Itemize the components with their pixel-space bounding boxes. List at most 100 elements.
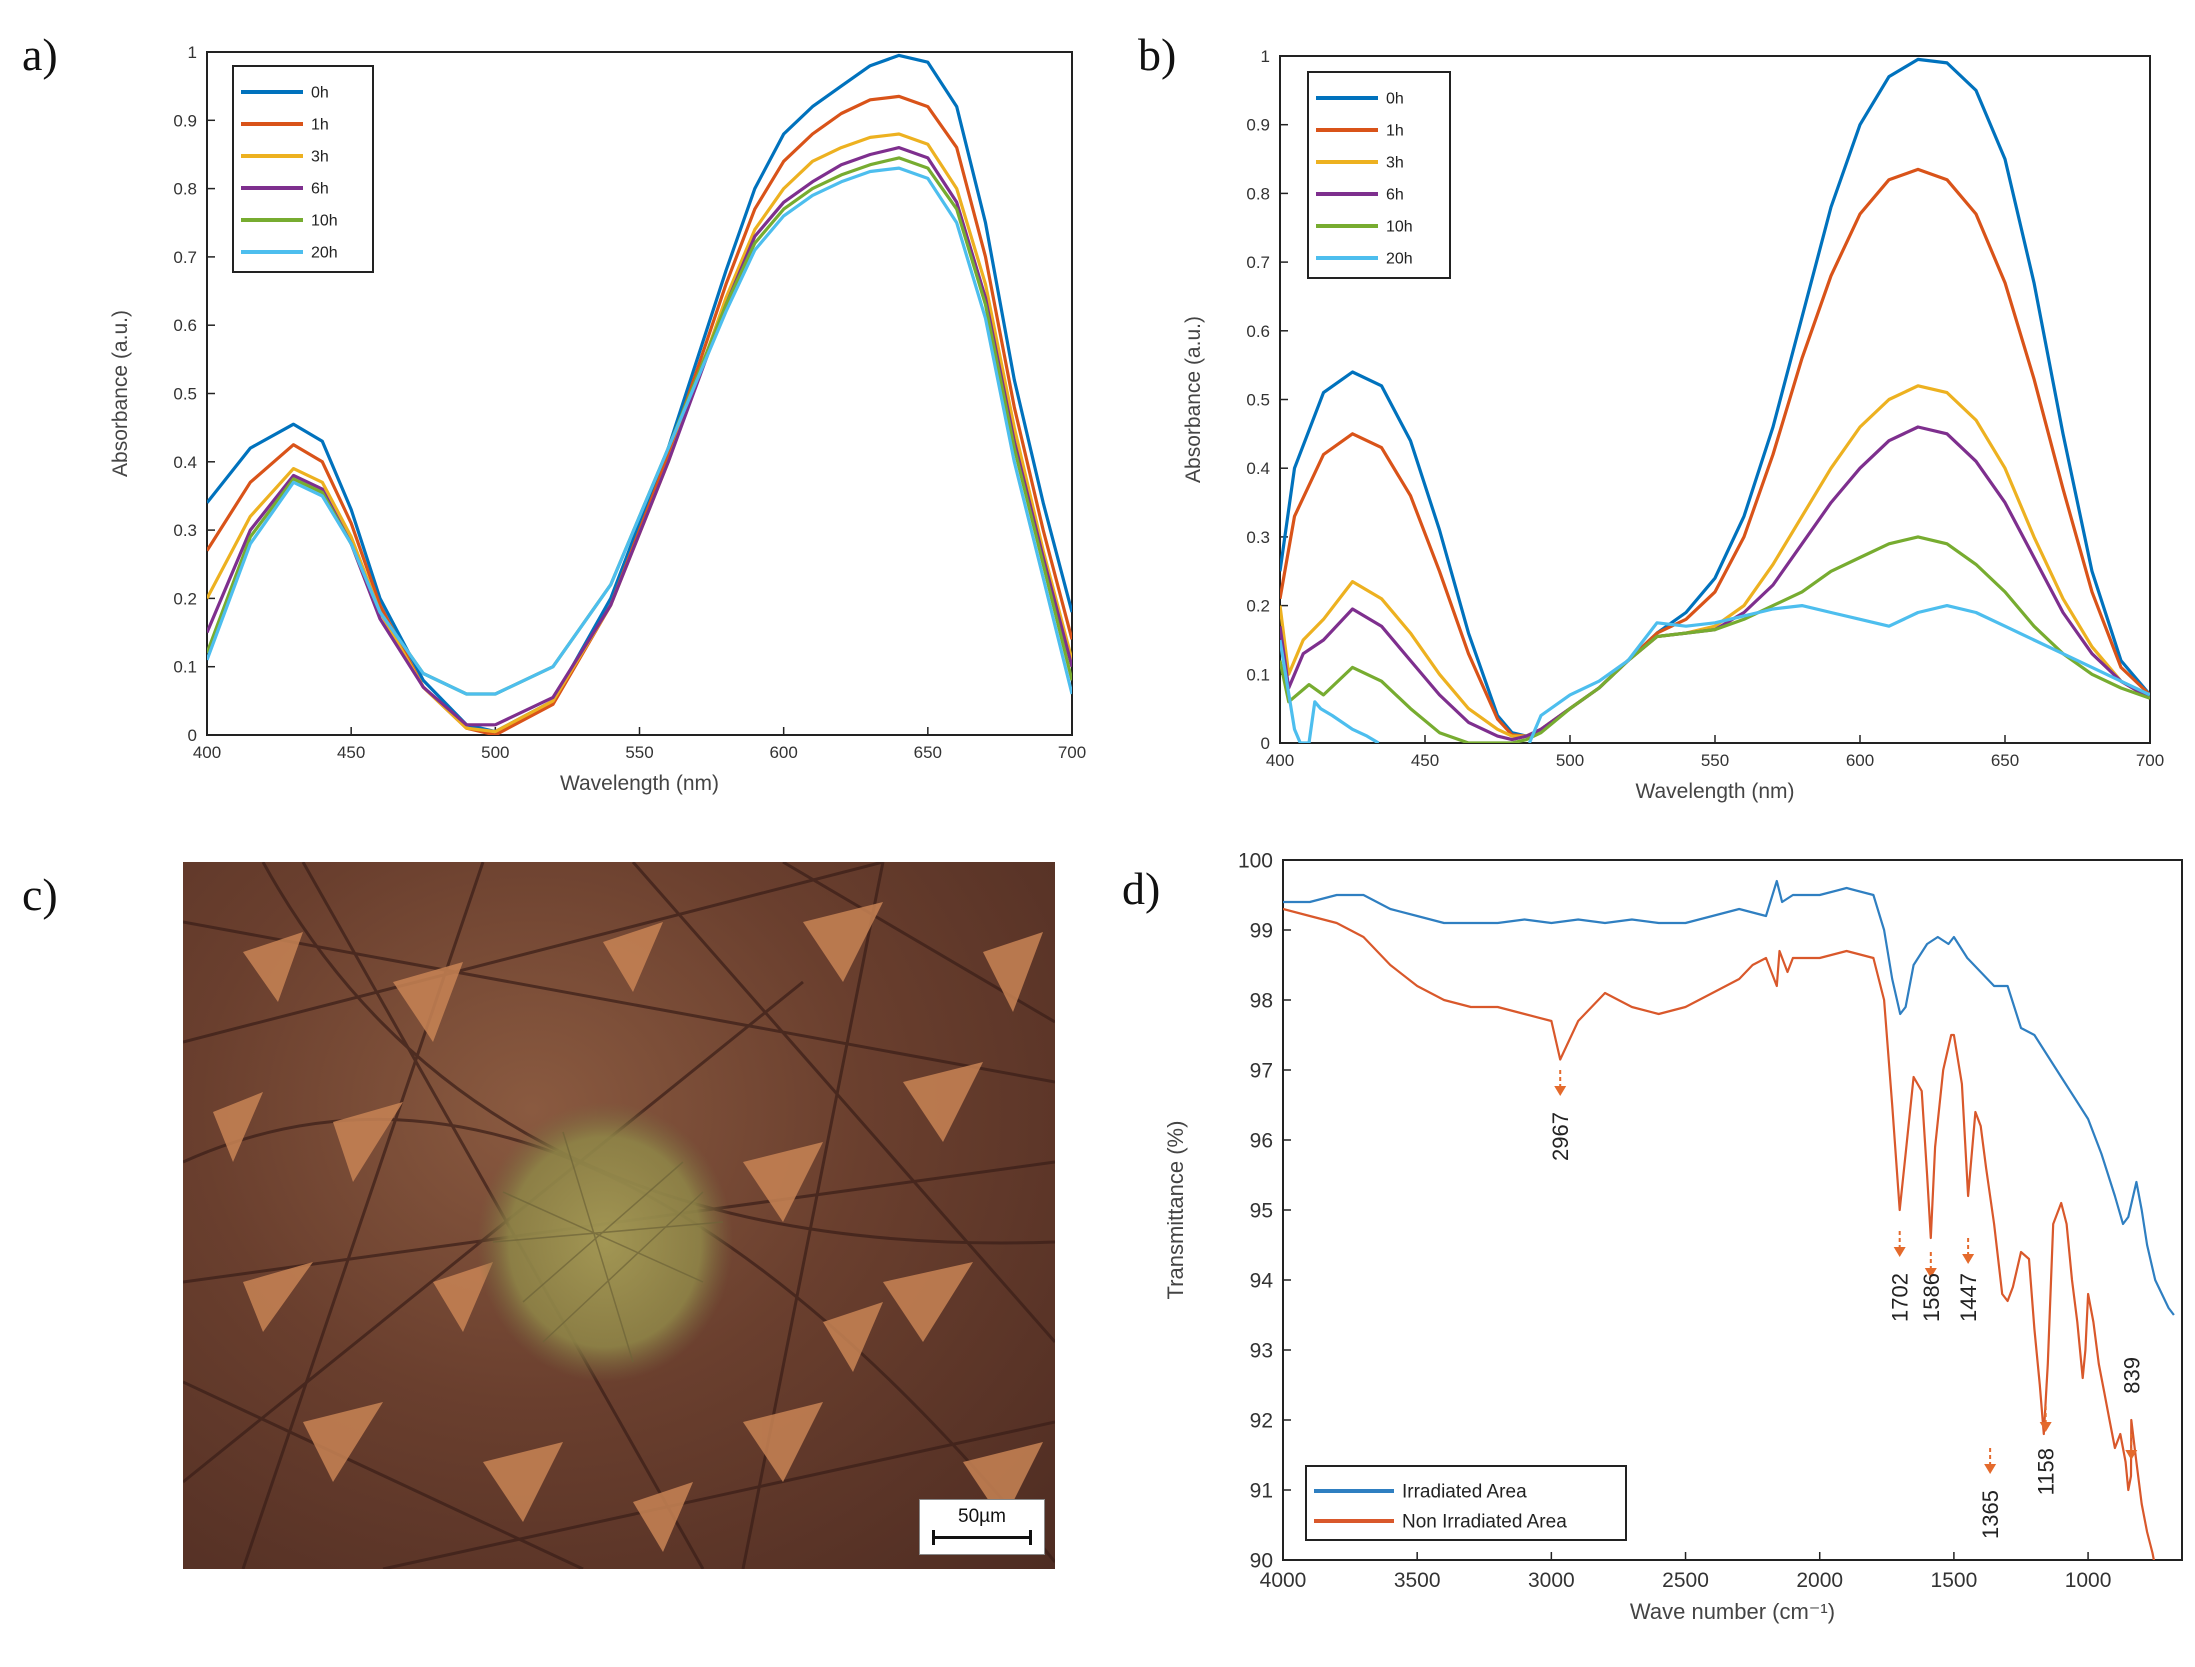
y-axis-label: Transmittance (%) [1163, 1121, 1188, 1300]
y-tick-label: 0.8 [173, 180, 197, 199]
y-tick-label: 92 [1250, 1409, 1273, 1432]
y-tick-label: 0.7 [1246, 253, 1270, 272]
series-line-3h [207, 132, 1072, 734]
peak-annotation-label: 1447 [1956, 1273, 1981, 1322]
legend-label: 20h [311, 245, 338, 262]
y-tick-label: 93 [1250, 1339, 1273, 1362]
y-tick-label: 0.5 [1246, 390, 1270, 409]
x-tick-label: 550 [1701, 751, 1729, 770]
y-tick-label: 0.2 [173, 589, 197, 608]
absorbance-chart-a: 400 450 500 550 600 650 700 0 0.1 0.2 0.3 0.4 0.5 0.6… [109, 43, 1086, 795]
legend-box [1307, 71, 1451, 279]
series-line-non-irradiated-area [1283, 907, 2155, 1560]
peak-annotation-label: 2967 [1548, 1112, 1573, 1161]
y-tick-label: 0.3 [1246, 528, 1270, 547]
x-tick-label: 2000 [1796, 1569, 1843, 1592]
series-line-0h [1280, 57, 2150, 738]
peak-marker-arrow [2125, 1450, 2138, 1460]
y-tick-label: 96 [1250, 1129, 1273, 1152]
y-tick-label: 1 [1261, 47, 1270, 66]
x-tick-label: 3000 [1528, 1569, 1575, 1592]
x-tick-label: 600 [1846, 751, 1874, 770]
y-tick-label: 0.9 [1246, 116, 1270, 135]
y-tick-label: 91 [1250, 1479, 1273, 1502]
series-line-1h [207, 94, 1072, 735]
peak-marker-arrow [1962, 1254, 1975, 1264]
y-tick-label: 0.1 [173, 658, 197, 677]
legend-box [232, 65, 374, 273]
scale-bar-line [932, 1530, 1032, 1545]
y-axis-label: Absorbance (a.u.) [1182, 316, 1205, 483]
x-axis-label: Wavelength (nm) [560, 772, 719, 795]
legend-label: 6h [1386, 187, 1404, 204]
y-tick-label: 0.4 [1246, 459, 1270, 478]
y-tick-label: 95 [1250, 1199, 1273, 1222]
y-tick-label: 1 [188, 43, 197, 62]
series-line-irradiated-area [1283, 879, 2175, 1316]
x-tick-label: 400 [1266, 751, 1294, 770]
y-tick-label: 99 [1250, 919, 1273, 942]
y-axis-label: Absorbance (a.u.) [109, 310, 132, 477]
x-tick-label: 3500 [1394, 1569, 1441, 1592]
scale-bar: 50µm [919, 1499, 1045, 1555]
peak-marker-arrow [2039, 1422, 2052, 1432]
micrograph-image: 50µm [183, 862, 1055, 1569]
x-tick-label: 1500 [1931, 1569, 1978, 1592]
panel-label-d: d) [1122, 863, 1161, 914]
series-line-20h-part2 [1527, 603, 2150, 743]
x-tick-label: 500 [481, 743, 509, 762]
x-tick-label: 1000 [2065, 1569, 2112, 1592]
x-tick-label: 550 [625, 743, 653, 762]
legend-label: 0h [1386, 91, 1404, 108]
series-line-10h [1280, 535, 2150, 743]
y-tick-label: 97 [1250, 1059, 1273, 1082]
peak-annotation-label: 1586 [1919, 1273, 1944, 1322]
legend-label: 1h [311, 117, 329, 134]
scale-bar-label: 50µm [958, 1506, 1006, 1527]
legend-label: Non Irradiated Area [1402, 1512, 1567, 1533]
legend-label: 20h [1386, 251, 1413, 268]
legend-label: 10h [1386, 219, 1413, 236]
y-tick-label: 98 [1250, 989, 1273, 1012]
y-tick-label: 0.6 [1246, 322, 1270, 341]
x-tick-label: 400 [193, 743, 221, 762]
x-tick-label: 450 [1411, 751, 1439, 770]
y-tick-label: 0.2 [1246, 597, 1270, 616]
legend-label: 0h [311, 85, 329, 102]
series-line-1h [1280, 167, 2150, 738]
y-tick-label: 94 [1250, 1269, 1274, 1292]
absorbance-chart-b: 400 450 500 550 600 650 700 0 0.1 0.2 0.3 0.4 0.5 0.6… [1182, 47, 2164, 803]
panel-label-b: b) [1138, 29, 1177, 80]
panel-label-a: a) [22, 29, 58, 80]
x-axis-label: Wavelength (nm) [1635, 780, 1794, 803]
x-axis-label: Wave number (cm⁻¹) [1630, 1599, 1835, 1624]
peak-annotation-label: 1365 [1978, 1490, 2003, 1539]
peak-annotation-label: 839 [2119, 1357, 2144, 1394]
series-line-20h [1280, 639, 1380, 743]
legend-label: 6h [311, 181, 329, 198]
series-line-20h [207, 166, 1072, 696]
x-tick-label: 700 [2136, 751, 2164, 770]
x-tick-label: 500 [1556, 751, 1584, 770]
y-tick-label: 100 [1238, 849, 1273, 872]
y-tick-label: 0.8 [1246, 184, 1270, 203]
peak-marker-arrow [1924, 1268, 1937, 1278]
x-tick-label: 650 [914, 743, 942, 762]
peak-marker-arrow [1984, 1464, 1997, 1474]
peak-annotation-label: 1158 [2034, 1448, 2059, 1495]
x-tick-label: 2500 [1662, 1569, 1709, 1592]
x-tick-label: 600 [769, 743, 797, 762]
legend-label: 3h [1386, 155, 1404, 172]
x-tick-label: 4000 [1260, 1569, 1307, 1592]
y-tick-label: 0.5 [173, 384, 197, 403]
peak-marker-arrow [1893, 1247, 1906, 1257]
y-tick-label: 90 [1250, 1549, 1273, 1572]
micrograph-texture [183, 862, 1055, 1569]
legend-label: 3h [311, 149, 329, 166]
panel-label-c: c) [22, 869, 58, 920]
y-tick-label: 0 [188, 726, 197, 745]
peak-annotation-label: 1702 [1888, 1273, 1913, 1322]
legend-label: 10h [311, 213, 338, 230]
x-tick-label: 700 [1058, 743, 1086, 762]
y-tick-label: 0.6 [173, 316, 197, 335]
